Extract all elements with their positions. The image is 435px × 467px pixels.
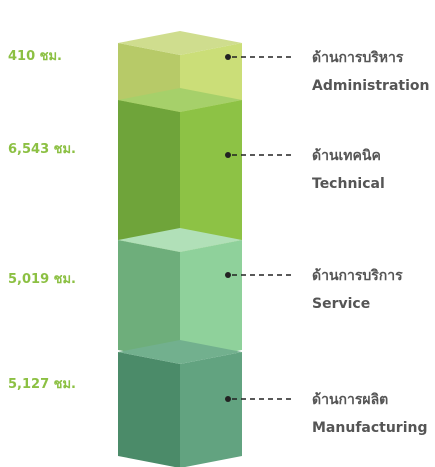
category-name-thai: ด้านการบริหาร <box>312 50 404 66</box>
connector-dot <box>225 152 231 158</box>
cube-top-face <box>118 340 242 364</box>
category-name-thai: ด้านการผลิต <box>312 392 388 408</box>
connector-dot <box>225 54 231 60</box>
cube <box>118 88 242 252</box>
category-name-thai: ด้านเทคนิค <box>312 148 381 164</box>
cube-left-face <box>118 240 180 362</box>
category-name-english: Technical <box>312 176 385 192</box>
cube-right-face <box>180 240 242 362</box>
cube-right-face <box>180 100 242 252</box>
hours-label: 6,543 ชม. <box>8 142 76 157</box>
cube-top-face <box>118 88 242 112</box>
cube-left-face <box>118 100 180 252</box>
cube-top-face <box>118 228 242 252</box>
category-name-english: Administration <box>312 78 429 94</box>
hours-label: 5,127 ชม. <box>8 377 76 392</box>
connector-dot <box>225 272 231 278</box>
hours-label: 5,019 ชม. <box>8 272 76 287</box>
cube-right-face <box>180 352 242 467</box>
connector-dot <box>225 396 231 402</box>
category-name-thai: ด้านการบริการ <box>312 268 403 284</box>
cube <box>118 228 242 362</box>
category-name-english: Manufacturing <box>312 420 428 436</box>
hours-label: 410 ชม. <box>8 49 62 64</box>
cube-left-face <box>118 352 180 467</box>
cube <box>118 340 242 467</box>
category-name-english: Service <box>312 296 370 312</box>
cube-top-face <box>118 31 242 55</box>
